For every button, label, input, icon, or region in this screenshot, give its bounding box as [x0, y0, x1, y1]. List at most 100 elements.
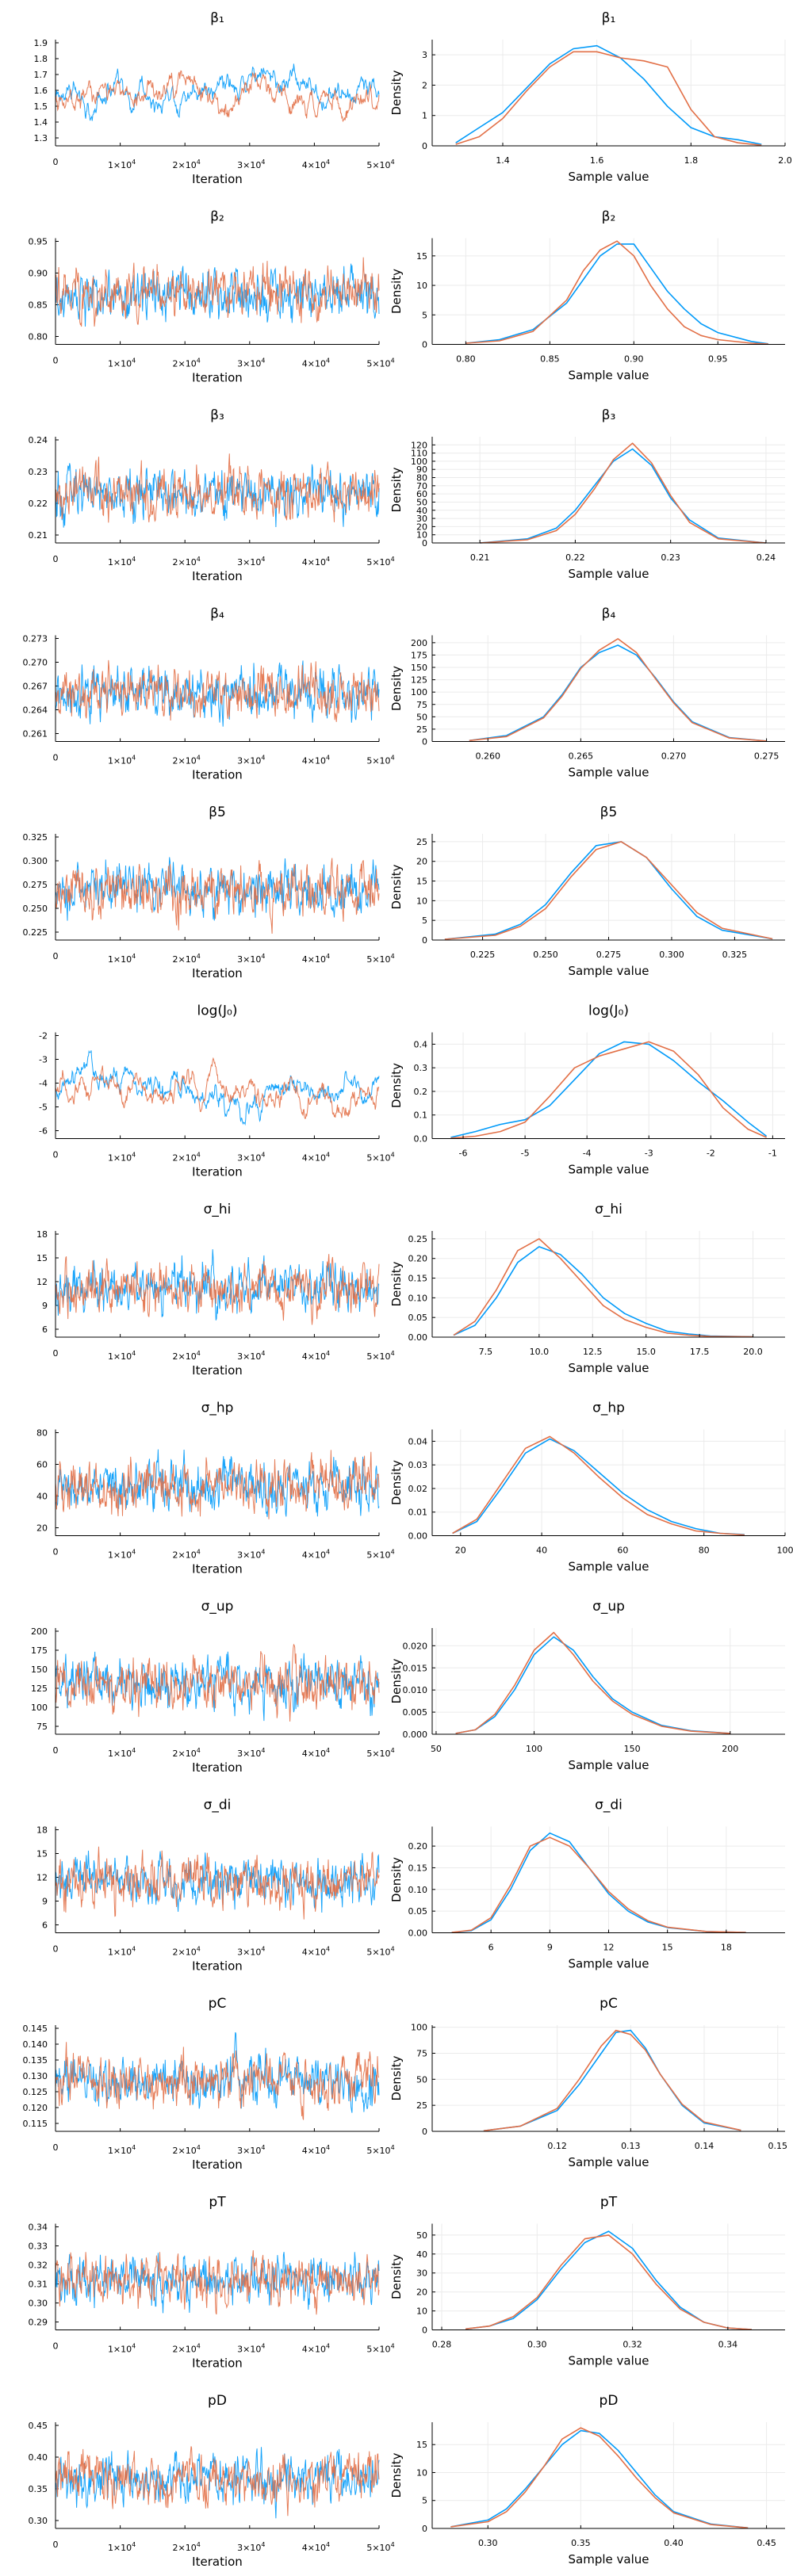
trace-ytick-label: 1.6 — [34, 86, 48, 96]
trace-ytick-label: 9 — [42, 1301, 48, 1311]
density-ytick-label: 0.0 — [414, 1134, 428, 1145]
density-ytick-label: 2 — [422, 80, 427, 90]
trace-plot: σ_hp 20 40 60 80 0 1×104 2×104 3×104 4×104 5×104 It… — [36, 1401, 395, 1577]
density-ytick-label: 0 — [422, 2326, 427, 2336]
trace-xtick-label: 1×104 — [108, 159, 136, 170]
density-xtick-label: 15 — [662, 1943, 673, 1953]
trace-chain-2 — [55, 1450, 380, 1519]
trace-xtick-label: 1×104 — [108, 755, 136, 766]
trace-xtick-exponent: 4 — [261, 953, 265, 960]
density-ytick-label: 10 — [416, 2467, 427, 2478]
density-ytick-label: 0 — [422, 141, 427, 151]
density-ytick-label: 50 — [416, 2074, 427, 2085]
density-plot: β₃ 0.21 0.22 0.23 0.24 0102030405060708090100… — [389, 407, 785, 581]
trace-xtick-label: 2×104 — [173, 1152, 201, 1164]
density-x-label: Sample value — [569, 567, 649, 581]
density-ytick-label: 10 — [416, 896, 427, 906]
trace-x-label: Iteration — [192, 1760, 243, 1775]
trace-xtick-label: 2×104 — [173, 953, 201, 965]
density-x-label: Sample value — [569, 766, 649, 780]
density-ytick-label: 110 — [411, 449, 427, 459]
density-ytick-label: 175 — [411, 650, 427, 660]
trace-title: pD — [208, 2393, 227, 2409]
trace-xtick-label: 3×104 — [237, 755, 265, 766]
density-ytick-label: 200 — [411, 638, 427, 648]
density-xtick-label: 100 — [526, 1744, 542, 1754]
trace-xtick-label: 1×104 — [108, 2144, 136, 2156]
density-xtick-label: 0.30 — [527, 2340, 547, 2350]
trace-xtick-exponent: 4 — [197, 953, 201, 960]
trace-xtick-exponent: 4 — [391, 1152, 395, 1159]
density-y-label: Density — [389, 1658, 404, 1703]
density-ytick-label: 0.4 — [414, 1039, 428, 1049]
density-x-label: Sample value — [569, 1163, 649, 1177]
trace-chain-1 — [55, 263, 380, 327]
trace-ytick-label: 0.33 — [29, 2242, 48, 2252]
trace-ytick-label: 0.40 — [29, 2452, 48, 2463]
density-ytick-label: 0.010 — [403, 1685, 428, 1695]
trace-xtick-label: 0 — [53, 2142, 59, 2153]
trace-ytick-label: 1.4 — [34, 117, 48, 128]
trace-xtick-label: 2×104 — [173, 1946, 201, 1958]
density-xtick-label: 0.40 — [664, 2538, 684, 2548]
trace-xtick-label: 2×104 — [173, 1747, 201, 1759]
trace-xtick-label: 1×104 — [108, 2343, 136, 2355]
trace-xtick-label: 3×104 — [237, 953, 265, 965]
trace-xtick-exponent: 4 — [391, 159, 395, 166]
density-xtick-label: 9 — [547, 1943, 553, 1953]
density-ytick-label: 0.25 — [408, 1234, 428, 1244]
density-xtick-label: 0.90 — [624, 354, 644, 365]
density-chain-2 — [451, 1836, 746, 1933]
trace-xtick-exponent: 4 — [132, 953, 136, 960]
density-x-label: Sample value — [569, 170, 649, 184]
density-xtick-label: 200 — [722, 1744, 738, 1754]
trace-ytick-label: 0.34 — [29, 2222, 48, 2233]
trace-title: σ_hi — [204, 1202, 232, 1217]
trace-xtick-label: 4×104 — [302, 2541, 330, 2553]
density-ytick-label: 0.10 — [408, 1293, 428, 1303]
trace-ytick-label: 150 — [31, 1664, 48, 1675]
density-chain-1 — [450, 1041, 768, 1138]
trace-x-label: Iteration — [192, 966, 243, 980]
density-xtick-label: 0.80 — [456, 354, 476, 365]
density-ytick-label: 75 — [416, 2048, 427, 2058]
density-xtick-label: 0.13 — [621, 2141, 641, 2151]
density-x-label: Sample value — [569, 2552, 649, 2566]
trace-plot: log(J₀) -6 -5 -4 -3 -2 0 1×104 2×104 3×104 4×104 5×… — [39, 1003, 395, 1179]
density-chain-1 — [452, 1438, 745, 1535]
density-x-label: Sample value — [569, 1361, 649, 1375]
density-ytick-label: 0.20 — [408, 1841, 428, 1852]
density-chain-1 — [480, 448, 766, 544]
density-ytick-label: 10 — [416, 2307, 427, 2317]
trace-ytick-label: 0.270 — [23, 658, 48, 668]
trace-ytick-label: 0.300 — [23, 856, 48, 866]
trace-ytick-label: 1.3 — [34, 133, 48, 143]
trace-xtick-label: 3×104 — [237, 1350, 265, 1362]
trace-chain-2 — [55, 858, 380, 934]
trace-xtick-exponent: 4 — [132, 1152, 136, 1159]
trace-ytick-label: 9 — [42, 1897, 48, 1907]
trace-xtick-exponent: 4 — [391, 755, 395, 762]
trace-x-label: Iteration — [192, 768, 243, 782]
density-ytick-label: 30 — [416, 2268, 427, 2279]
trace-ytick-label: 0.30 — [29, 2299, 48, 2309]
density-xtick-label: 0.24 — [757, 552, 776, 563]
trace-xtick-exponent: 4 — [391, 556, 395, 563]
trace-xtick-label: 4×104 — [302, 1350, 330, 1362]
trace-xtick-label: 5×104 — [366, 2343, 394, 2355]
trace-xtick-exponent: 4 — [197, 1549, 201, 1556]
trace-chain-1 — [55, 1249, 380, 1320]
trace-ytick-label: 0.130 — [23, 2071, 48, 2081]
density-xtick-label: -2 — [707, 1148, 715, 1159]
density-ytick-label: 20 — [416, 2287, 427, 2298]
density-plot: σ_hi 7.5 10.0 12.5 15.0 17.5 20.0 0.00 0.05 0.10 0… — [389, 1202, 785, 1375]
density-ytick-label: 0.00 — [408, 1531, 428, 1542]
trace-x-label: Iteration — [192, 569, 243, 583]
trace-xtick-exponent: 4 — [261, 1350, 265, 1357]
density-chain-2 — [480, 442, 766, 544]
density-xtick-label: 100 — [777, 1546, 793, 1556]
trace-xtick-label: 2×104 — [173, 556, 201, 568]
density-chain-1 — [469, 644, 767, 742]
trace-ytick-label: 0.264 — [23, 705, 48, 716]
